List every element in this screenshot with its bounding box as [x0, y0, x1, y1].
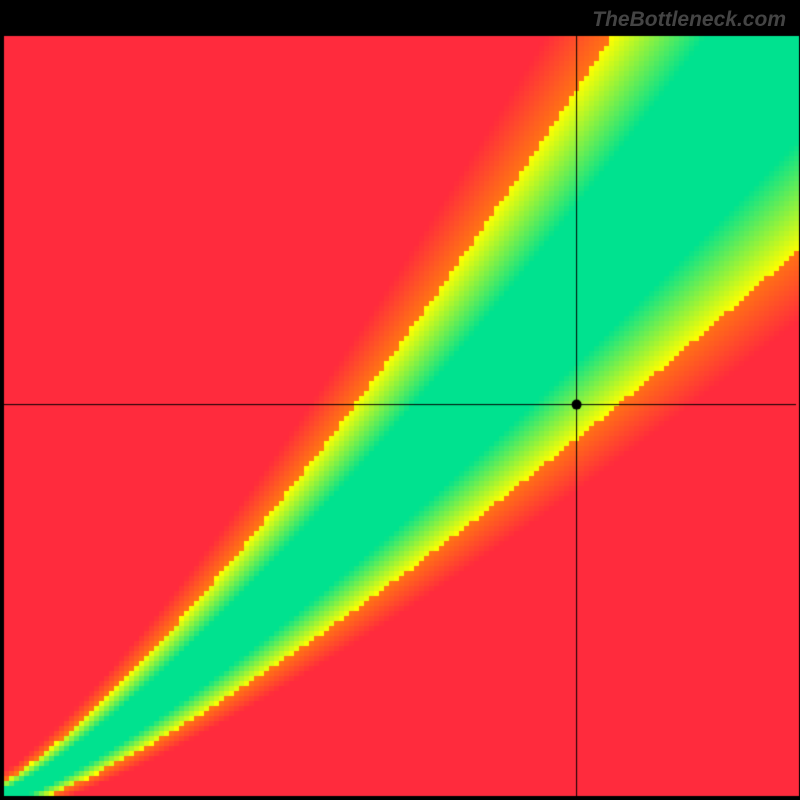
watermark-text: TheBottleneck.com: [592, 8, 786, 32]
bottleneck-heatmap-canvas: [0, 0, 800, 800]
chart-container: TheBottleneck.com: [0, 0, 800, 800]
